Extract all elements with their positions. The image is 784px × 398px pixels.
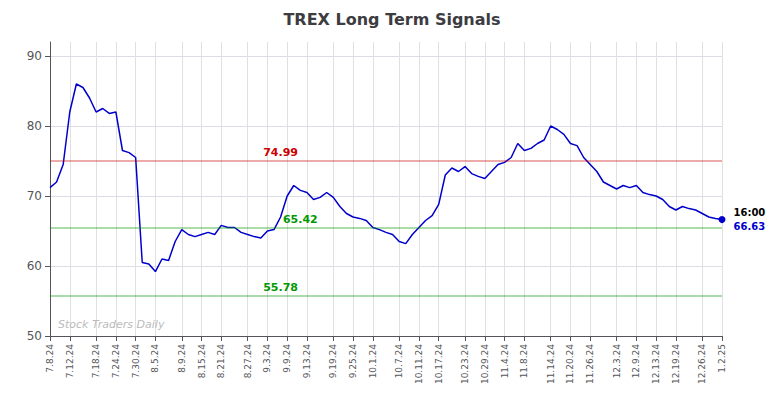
svg-text:8.15.24: 8.15.24 — [197, 344, 207, 379]
svg-text:12.9.24: 12.9.24 — [631, 344, 641, 379]
svg-text:90: 90 — [27, 49, 42, 63]
svg-text:10.11.24: 10.11.24 — [414, 344, 424, 384]
svg-text:60: 60 — [27, 259, 42, 273]
svg-text:12.26.24: 12.26.24 — [697, 344, 707, 384]
svg-text:10.17.24: 10.17.24 — [434, 344, 444, 384]
svg-text:9.9.24: 9.9.24 — [282, 344, 292, 373]
svg-text:11.4.24: 11.4.24 — [500, 344, 510, 379]
svg-text:11.8.24: 11.8.24 — [519, 344, 529, 379]
svg-text:7.24.24: 7.24.24 — [111, 344, 121, 379]
svg-text:16:00: 16:00 — [734, 207, 766, 218]
svg-text:7.8.24: 7.8.24 — [45, 344, 55, 373]
svg-text:8.21.24: 8.21.24 — [216, 344, 226, 379]
svg-text:12.13.24: 12.13.24 — [651, 344, 661, 384]
svg-text:50: 50 — [27, 329, 42, 343]
svg-text:11.20.24: 11.20.24 — [565, 344, 575, 384]
svg-text:55.78: 55.78 — [263, 281, 298, 294]
svg-text:10.29.24: 10.29.24 — [480, 344, 490, 384]
svg-text:7.12.24: 7.12.24 — [65, 344, 75, 379]
svg-text:11.14.24: 11.14.24 — [546, 344, 556, 384]
svg-text:8.9.24: 8.9.24 — [177, 344, 187, 373]
svg-text:70: 70 — [27, 189, 42, 203]
svg-text:7.18.24: 7.18.24 — [91, 344, 101, 379]
svg-text:65.42: 65.42 — [283, 213, 318, 226]
svg-text:8.27.24: 8.27.24 — [243, 344, 253, 379]
svg-text:10.23.24: 10.23.24 — [460, 344, 470, 384]
svg-text:9.19.24: 9.19.24 — [328, 344, 338, 379]
svg-text:80: 80 — [27, 119, 42, 133]
svg-text:11.26.24: 11.26.24 — [585, 344, 595, 384]
svg-text:10.7.24: 10.7.24 — [394, 344, 404, 379]
svg-text:1.2.25: 1.2.25 — [717, 344, 727, 373]
svg-text:7.30.24: 7.30.24 — [131, 344, 141, 379]
svg-text:Stock Traders Daily: Stock Traders Daily — [58, 318, 165, 331]
svg-text:9.13.24: 9.13.24 — [302, 344, 312, 379]
svg-text:TREX Long Term Signals: TREX Long Term Signals — [283, 10, 500, 29]
svg-text:12.19.24: 12.19.24 — [671, 344, 681, 384]
svg-text:66.63: 66.63 — [734, 221, 766, 232]
svg-text:10.1.24: 10.1.24 — [368, 344, 378, 379]
svg-text:9.25.24: 9.25.24 — [348, 344, 358, 379]
svg-text:74.99: 74.99 — [263, 146, 298, 159]
svg-text:9.3.24: 9.3.24 — [262, 344, 272, 373]
svg-text:12.3.24: 12.3.24 — [612, 344, 622, 379]
svg-text:8.5.24: 8.5.24 — [150, 344, 160, 373]
